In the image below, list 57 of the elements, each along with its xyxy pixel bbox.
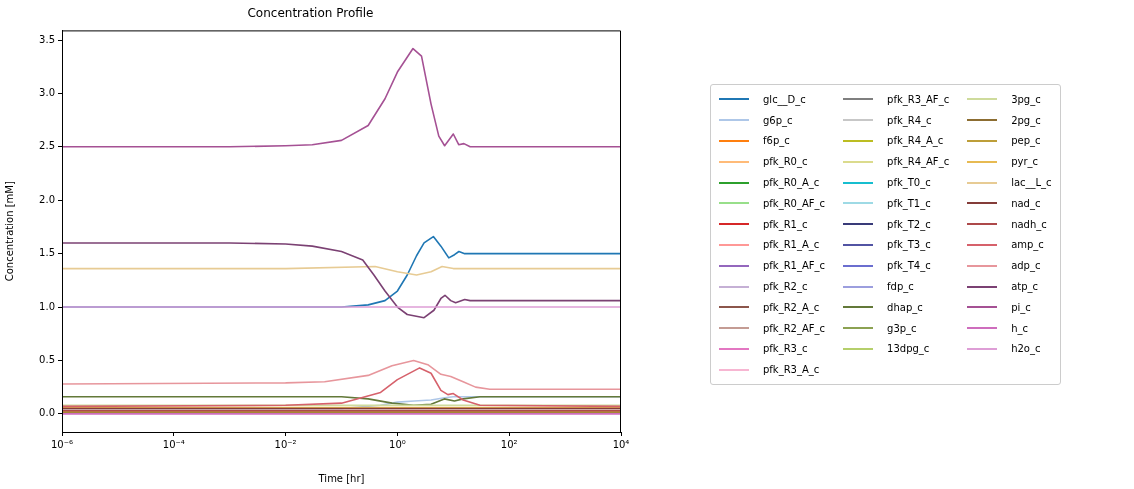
legend-label: atp_c: [1011, 281, 1039, 293]
y-tick-label: 0.0: [39, 407, 55, 419]
legend-label: pfk_R3_A_c: [763, 364, 820, 376]
x-tick-label: 10⁻²: [274, 438, 297, 450]
legend-label: pfk_T2_c: [887, 218, 931, 230]
legend-label: pfk_R4_AF_c: [887, 156, 950, 168]
x-tick-label: 10²: [500, 438, 518, 450]
legend-label: pfk_R3_AF_c: [887, 93, 950, 105]
legend-label: pfk_R1_c: [763, 218, 808, 230]
legend-label: pfk_R2_AF_c: [763, 322, 826, 334]
legend-label: pfk_R4_A_c: [887, 135, 944, 147]
legend-label: pfk_R4_c: [887, 114, 932, 126]
legend-label: pfk_T4_c: [887, 260, 931, 272]
legend-label: nadh_c: [1011, 218, 1047, 230]
legend-label: pfk_R0_AF_c: [763, 197, 826, 209]
legend-label: pep_c: [1011, 135, 1041, 147]
x-tick-label: 10⁻⁶: [50, 438, 74, 450]
legend-label: f6p_c: [763, 135, 790, 147]
legend-label: h2o_c: [1011, 343, 1041, 355]
y-tick-label: 2.0: [39, 193, 55, 205]
legend-label: amp_c: [1011, 239, 1044, 251]
legend-label: pfk_R0_c: [763, 156, 808, 168]
y-tick-label: 1.5: [39, 247, 55, 259]
x-tick-label: 10⁻⁴: [162, 438, 185, 450]
legend-label: 2pg_c: [1011, 114, 1041, 126]
legend-label: pfk_R1_A_c: [763, 239, 820, 251]
legend-label: 13dpg_c: [887, 343, 930, 355]
x-tick-label: 10⁰: [389, 438, 406, 450]
legend-label: fdp_c: [887, 281, 914, 293]
y-tick-label: 3.5: [39, 33, 55, 45]
legend-label: nad_c: [1011, 197, 1041, 209]
y-axis-title: Concentration [mM]: [3, 181, 15, 282]
legend-label: h_c: [1011, 322, 1028, 334]
legend-label: g3p_c: [887, 322, 917, 334]
legend-label: pyr_c: [1011, 156, 1038, 168]
legend-label: pfk_T3_c: [887, 239, 931, 251]
chart-title: Concentration Profile: [247, 6, 374, 21]
x-axis-title: Time [hr]: [317, 472, 365, 484]
x-tick-label: 10⁴: [612, 438, 630, 450]
legend-label: pfk_R1_AF_c: [763, 260, 826, 272]
legend-label: pfk_T1_c: [887, 197, 931, 209]
legend-label: pfk_R2_c: [763, 281, 808, 293]
legend-label: adp_c: [1011, 260, 1041, 272]
y-tick-label: 1.0: [39, 300, 55, 312]
y-tick-label: 3.0: [39, 87, 55, 99]
legend-label: pfk_R2_A_c: [763, 301, 820, 313]
legend-label: dhap_c: [887, 301, 923, 313]
legend-label: pi_c: [1011, 301, 1031, 313]
legend-label: pfk_R3_c: [763, 343, 808, 355]
legend-label: lac__L_c: [1011, 177, 1052, 189]
legend-label: g6p_c: [763, 114, 793, 126]
legend-label: pfk_R0_A_c: [763, 177, 820, 189]
legend-label: glc__D_c: [763, 93, 806, 105]
legend-label: 3pg_c: [1011, 93, 1041, 105]
y-tick-label: 2.5: [39, 140, 55, 152]
y-tick-label: 0.5: [39, 354, 55, 366]
legend-label: pfk_T0_c: [887, 177, 931, 189]
